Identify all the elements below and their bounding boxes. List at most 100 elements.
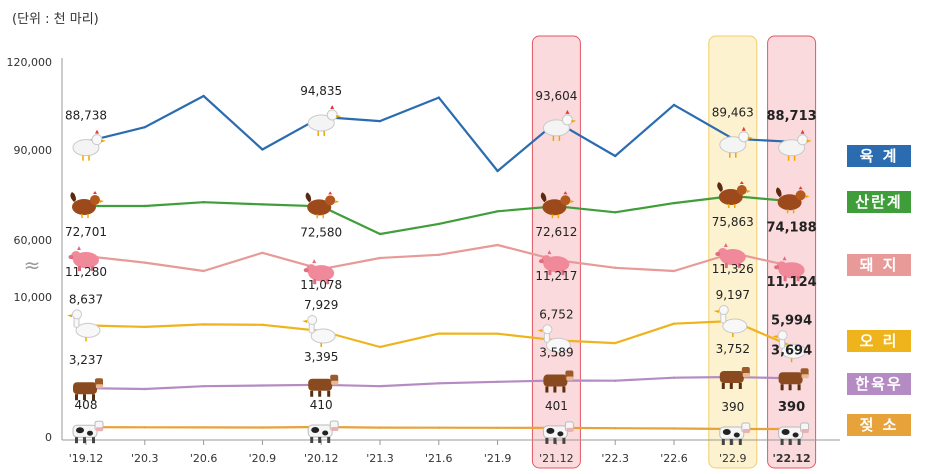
data-label-duck: 8,637 <box>69 292 103 306</box>
data-label-hanwoo: 3,395 <box>304 350 338 364</box>
pig-icon <box>715 243 746 269</box>
x-tick-label: '22.3 <box>601 452 629 465</box>
duck-icon <box>302 314 336 347</box>
data-point <box>202 94 205 98</box>
x-tick-label: '21.9 <box>484 452 512 465</box>
data-point <box>614 211 617 214</box>
brown-cow-icon <box>73 378 103 401</box>
data-point <box>378 119 382 123</box>
data-point <box>261 251 264 254</box>
data-point <box>261 323 264 326</box>
white-chicken-icon <box>307 104 342 136</box>
data-point <box>378 232 382 236</box>
data-label-dairy: 408 <box>75 398 98 412</box>
data-label-broiler: 88,738 <box>65 109 107 123</box>
brown-hen-icon <box>776 186 810 214</box>
data-point <box>202 384 205 388</box>
data-point <box>202 426 205 429</box>
data-label-layer: 75,863 <box>712 215 754 229</box>
data-point <box>496 426 499 429</box>
dairy-cow-icon <box>72 420 104 444</box>
x-tick-label: '21.12 <box>539 452 574 465</box>
data-point <box>672 322 676 325</box>
brown-hen-icon <box>717 181 751 208</box>
x-tick-label: '20.3 <box>131 452 159 465</box>
data-label-duck: 5,994 <box>771 313 812 328</box>
data-label-pig: 11,078 <box>300 278 342 292</box>
data-point <box>437 382 440 385</box>
legend-duck: 오 리 <box>847 330 911 352</box>
data-point <box>614 427 617 430</box>
legend-pig: 돼 지 <box>847 254 911 276</box>
data-point <box>378 426 382 429</box>
data-label-dairy: 401 <box>545 399 568 413</box>
data-point <box>496 210 499 213</box>
legend-dairy: 젖 소 <box>847 414 911 436</box>
data-point <box>614 266 617 269</box>
brown-hen-icon <box>70 190 104 218</box>
series-line-pig <box>85 243 792 273</box>
data-point <box>378 256 382 260</box>
x-tick-label: '22.6 <box>660 452 688 465</box>
y-tick-label: 0 <box>45 431 52 444</box>
data-label-hanwoo: 3,237 <box>69 353 103 367</box>
x-tick-label: '20.9 <box>249 452 277 465</box>
data-point <box>261 203 264 206</box>
data-point <box>496 243 499 247</box>
data-point <box>202 200 205 204</box>
data-point <box>261 148 264 151</box>
data-point <box>261 384 264 387</box>
y-tick-label: 120,000 <box>7 56 53 69</box>
series-line-broiler <box>85 94 792 173</box>
data-point <box>672 201 676 205</box>
x-tick-label: '19.12 <box>69 452 104 465</box>
y-tick-label: 90,000 <box>14 144 53 157</box>
brown-cow-icon <box>778 368 809 391</box>
data-label-broiler: 94,835 <box>300 84 342 98</box>
data-label-duck: 9,197 <box>716 288 750 302</box>
data-point <box>614 341 617 345</box>
data-label-layer: 72,580 <box>300 225 342 239</box>
x-tick-label: '21.6 <box>425 452 453 465</box>
data-label-dairy: 390 <box>778 400 805 415</box>
data-label-layer: 74,188 <box>767 220 817 235</box>
axis-break-symbol: ≈ <box>24 253 41 277</box>
pig-icon <box>303 259 335 285</box>
data-point <box>672 376 676 379</box>
white-chicken-icon <box>72 129 106 161</box>
data-point <box>437 222 440 226</box>
white-chicken-icon <box>778 129 812 161</box>
x-tick-label: '21.3 <box>366 452 394 465</box>
data-label-broiler: 89,463 <box>712 106 754 120</box>
dairy-cow-icon <box>307 420 339 443</box>
data-point <box>378 384 382 388</box>
data-label-duck: 7,929 <box>304 298 338 312</box>
data-point <box>672 269 676 273</box>
brown-cow-icon <box>543 370 574 393</box>
y-tick-label: 60,000 <box>14 234 53 247</box>
data-label-broiler: 88,713 <box>767 109 817 124</box>
data-point <box>143 126 146 129</box>
data-label-hanwoo: 3,589 <box>539 346 573 360</box>
brown-cow-icon <box>719 367 750 389</box>
data-point <box>672 103 676 107</box>
dairy-cow-icon <box>778 422 810 445</box>
duck-icon <box>67 309 101 342</box>
data-label-layer: 72,612 <box>535 225 577 239</box>
duck-icon <box>772 330 807 363</box>
data-point <box>202 269 205 273</box>
data-point <box>614 379 617 382</box>
data-label-broiler: 93,604 <box>535 89 577 103</box>
dairy-cow-icon <box>719 422 751 445</box>
data-label-dairy: 390 <box>721 400 744 414</box>
data-point <box>143 204 146 208</box>
duck-icon <box>713 305 748 337</box>
data-point <box>672 427 676 430</box>
x-tick-label: '22.9 <box>719 452 747 465</box>
legend-broiler: 육 계 <box>847 145 911 167</box>
y-tick-label: 10,000 <box>14 291 53 304</box>
pig-icon <box>68 246 99 272</box>
data-point <box>143 261 146 264</box>
dairy-cow-icon <box>542 421 574 444</box>
